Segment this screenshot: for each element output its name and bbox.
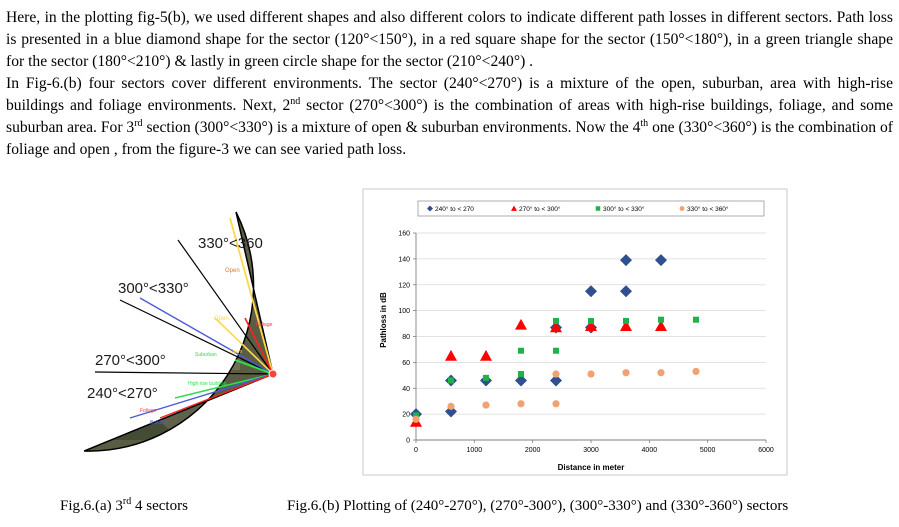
legend-label: 330° to < 360°: [687, 205, 729, 213]
data-point-circle: [622, 369, 630, 377]
x-tick-label: 4000: [642, 447, 658, 454]
data-point-circle: [552, 400, 560, 408]
x-tick-label: 1000: [467, 447, 483, 454]
caption-a-suffix: 4 sectors: [131, 498, 188, 514]
legend-label: 240° to < 270: [435, 205, 474, 213]
y-tick-label: 100: [398, 308, 410, 315]
legend-label: 270° to < 300°: [519, 205, 561, 213]
area-label: High rise building: [188, 381, 227, 387]
caption-figure-b: Fig.6.(b) Plotting of (240°-270°), (270°…: [287, 498, 789, 514]
data-point-square: [518, 347, 524, 354]
data-point-triangle: [585, 320, 597, 331]
data-point-circle: [552, 370, 560, 378]
paragraph-2-part-a: In Fig-6.(b) four sectors cover differen…: [6, 75, 893, 114]
data-point-square: [518, 371, 524, 378]
area-label: Open: [214, 316, 229, 322]
data-point-square: [693, 316, 699, 323]
body-text: Here, in the plotting fig-5(b), we used …: [6, 7, 893, 161]
data-point-diamond: [620, 254, 632, 267]
y-tick-label: 140: [398, 256, 410, 263]
x-tick-label: 2000: [525, 447, 541, 454]
paragraph-1: Here, in the plotting fig-5(b), we used …: [6, 9, 893, 70]
data-point-triangle: [550, 321, 562, 333]
data-point-square: [623, 317, 629, 324]
x-tick-label: 5000: [700, 447, 716, 454]
area-label: Open: [225, 268, 240, 274]
data-point-diamond: [515, 374, 527, 387]
y-tick-label: 40: [402, 386, 410, 393]
area-label: Building: [150, 420, 168, 426]
y-tick-label: 20: [402, 412, 410, 419]
caption-a-prefix: Fig.6.(a) 3: [60, 498, 123, 514]
area-label: Foliage: [256, 322, 273, 328]
chart-gridlines: [416, 232, 766, 415]
data-point-diamond: [445, 405, 457, 418]
y-tick-label: 80: [402, 334, 410, 341]
data-point-square: [413, 412, 419, 419]
data-point-diamond: [620, 285, 632, 298]
x-tick-label: 6000: [758, 447, 774, 454]
y-axis-title: Pathloss in dB: [379, 292, 388, 348]
data-point-diamond: [585, 285, 597, 298]
superscript-nd: nd: [290, 95, 301, 107]
data-point-square: [448, 377, 454, 384]
legend-marker-diamond: [427, 205, 433, 212]
data-point-circle: [657, 369, 665, 377]
data-point-circle: [412, 415, 420, 423]
x-axis-title: Distance in meter: [558, 463, 625, 472]
legend-marker-circle: [679, 206, 685, 211]
legend-label: 300° to < 330°: [603, 205, 645, 213]
superscript-rd: rd: [134, 117, 143, 129]
data-point-square: [588, 317, 594, 324]
data-point-triangle: [515, 318, 527, 330]
data-point-triangle: [445, 349, 457, 361]
chart-points: [410, 254, 700, 427]
legend-marker-triangle: [511, 205, 517, 211]
chart-legend: 240° to < 270 270° to < 300° 300° to < 330…: [417, 200, 765, 217]
data-point-square: [553, 347, 559, 354]
data-point-triangle: [620, 320, 632, 331]
y-tick-label: 60: [402, 360, 410, 367]
area-label: Foliage: [140, 408, 157, 414]
legend-box: [417, 200, 765, 217]
pathloss-scatter-chart: 240° to < 270 270° to < 300° 300° to < 330…: [362, 188, 788, 476]
data-point-circle: [447, 402, 455, 410]
data-point-square: [553, 317, 559, 324]
paragraph-2-part-c: section (300°<330°) is a mixture of open…: [142, 119, 641, 136]
paragraph-2-part-d: one (330°<360°) is the combination of fo…: [6, 119, 893, 158]
y-tick-label: 0: [406, 438, 410, 445]
caption-a-sup: rd: [122, 496, 132, 507]
y-tick-label: 160: [398, 231, 410, 238]
data-point-circle: [692, 367, 700, 376]
paragraph-2: In Fig-6.(b) four sectors cover differen…: [6, 73, 893, 161]
area-label: Suburban: [195, 352, 217, 358]
paragraph-2-part-b: sector (270°<300°) is the combination of…: [6, 97, 894, 136]
sector-label-270-300: 270°<300°: [95, 352, 166, 369]
data-point-circle: [482, 401, 490, 409]
y-tick-label: 120: [398, 282, 410, 289]
data-point-diamond: [550, 374, 562, 387]
superscript-th: th: [640, 117, 649, 129]
data-point-square: [658, 316, 664, 323]
area-label: Open: [230, 349, 242, 355]
sector-map-figure: 330°<360 300°<330° 270°<300° 240°<270° O…: [84, 211, 278, 452]
x-tick-label: 3000: [583, 447, 599, 454]
sector-label-330-360: 330°<360: [198, 235, 263, 252]
chart-axes: 0 20 40 60 80 100 120 140 160 0 1000 2000 3000 4000 50…: [398, 231, 774, 455]
legend-marker-square: [595, 206, 601, 211]
sector-label-300-330: 300°<330°: [118, 280, 189, 297]
data-point-square: [483, 374, 489, 381]
caption-figure-a: Fig.6.(a) 3rd 4 sectors: [60, 496, 188, 515]
data-point-triangle: [480, 349, 492, 361]
chart-border: [362, 188, 788, 476]
data-point-triangle: [655, 320, 667, 331]
data-point-diamond: [655, 254, 667, 267]
x-tick-label: 0: [414, 447, 418, 454]
sector-label-240-270: 240°<270°: [87, 385, 158, 402]
data-point-circle: [517, 400, 525, 408]
data-point-circle: [587, 370, 595, 378]
